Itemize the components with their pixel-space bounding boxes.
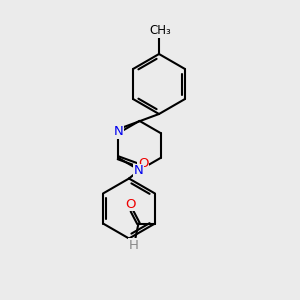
Text: H: H (129, 239, 139, 252)
Text: CH₃: CH₃ (150, 24, 171, 38)
Text: N: N (134, 164, 143, 177)
Text: N: N (114, 125, 124, 138)
Text: O: O (138, 158, 148, 170)
Text: O: O (125, 198, 136, 211)
